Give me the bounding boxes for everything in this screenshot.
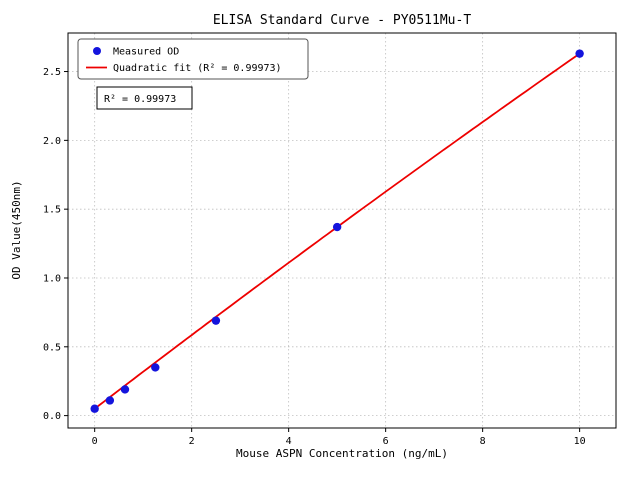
scatter-point [211,316,221,325]
y-tick-label: 2.5 [43,67,61,78]
legend-box [77,38,309,80]
legend-marker-measured-od [93,47,101,55]
x-tick-label: 6 [383,436,389,447]
y-axis-label: OD Value(450nm) [10,180,23,279]
tick-labels: 0 2 4 6 8 10 0.0 0.5 1.0 1.5 2.0 2.5 [43,67,586,447]
scatter-point [151,363,160,372]
grid-lines [68,33,616,428]
scatter-point [120,385,130,394]
x-tick-label: 8 [480,436,486,447]
x-tick-label: 10 [574,436,586,447]
measured-od-series [90,49,584,413]
legend-label-quadratic-fit: Quadratic fit (R² = 0.99973) [113,63,282,74]
x-axis-label: Mouse ASPN Concentration (ng/mL) [236,447,448,460]
plot-frame [67,32,617,429]
chart-title: ELISA Standard Curve - PY0511Mu-T [213,13,471,28]
chart-dynamic-layer: 0 2 4 6 8 10 0.0 0.5 1.0 1.5 2.0 2.5 [43,32,617,447]
r2-annotation: R² = 0.99973 [96,86,193,110]
scatter-point [575,49,584,58]
y-tick-label: 1.5 [43,205,61,216]
x-tick-label: 0 [92,436,98,447]
x-tick-label: 2 [189,436,195,447]
y-tick-label: 2.0 [43,136,61,147]
y-tick-label: 0.0 [43,411,61,422]
r2-annotation-text: R² = 0.99973 [104,94,176,105]
y-tick-label: 0.5 [43,342,61,353]
scatter-point [90,404,99,413]
legend: Measured OD Quadratic fit (R² = 0.99973) [77,38,309,80]
scatter-point [332,222,342,232]
legend-label-measured-od: Measured OD [113,47,179,58]
x-tick-label: 4 [286,436,292,447]
r2-annotation-box [96,86,193,110]
y-tick-label: 1.0 [43,273,61,284]
scatter-point [105,396,115,405]
